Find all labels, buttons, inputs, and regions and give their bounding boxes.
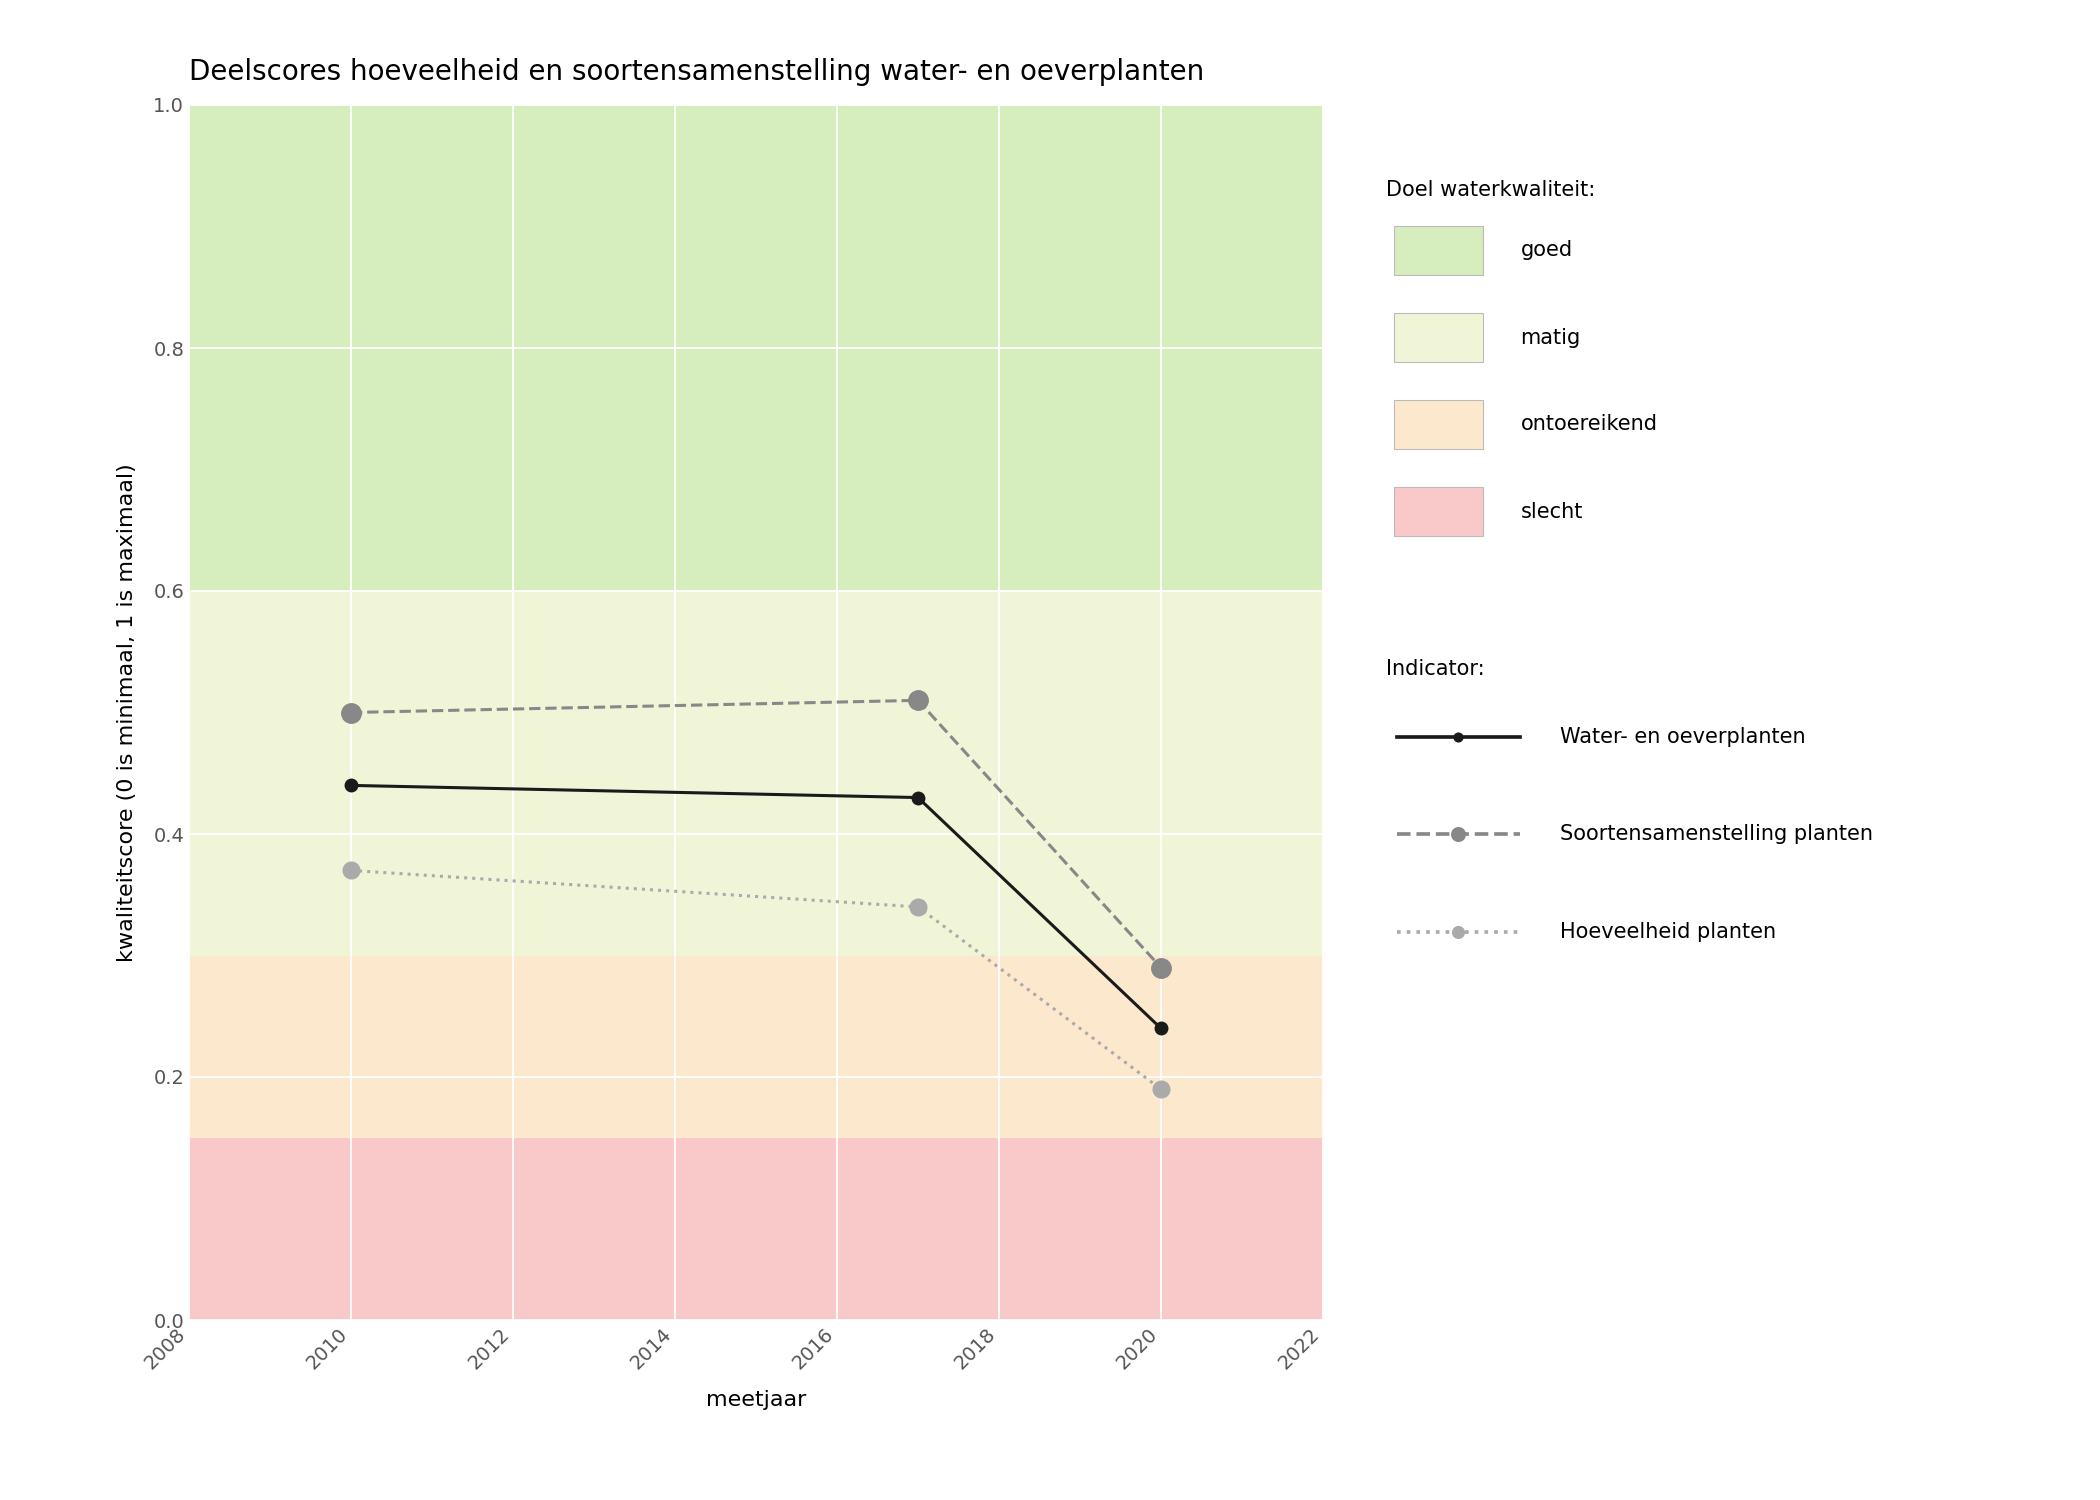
Text: goed: goed: [1520, 240, 1573, 261]
Bar: [189, 956, 1323, 1137]
Text: Deelscores hoeveelheid en soortensamenstelling water- en oeverplanten: Deelscores hoeveelheid en soortensamenst…: [189, 58, 1203, 86]
Text: Hoeveelheid planten: Hoeveelheid planten: [1560, 921, 1777, 942]
Text: ontoereikend: ontoereikend: [1520, 414, 1657, 435]
Bar: [189, 1137, 1323, 1320]
X-axis label: meetjaar: meetjaar: [706, 1390, 806, 1410]
Text: Indicator:: Indicator:: [1386, 658, 1485, 678]
Y-axis label: kwaliteitscore (0 is minimaal, 1 is maximaal): kwaliteitscore (0 is minimaal, 1 is maxi…: [118, 464, 136, 962]
Text: Soortensamenstelling planten: Soortensamenstelling planten: [1560, 824, 1873, 844]
Text: slecht: slecht: [1520, 501, 1583, 522]
Bar: [189, 591, 1323, 956]
Text: Doel waterkwaliteit:: Doel waterkwaliteit:: [1386, 180, 1596, 200]
Text: matig: matig: [1520, 327, 1581, 348]
Text: Water- en oeverplanten: Water- en oeverplanten: [1560, 726, 1806, 747]
Bar: [189, 105, 1323, 591]
